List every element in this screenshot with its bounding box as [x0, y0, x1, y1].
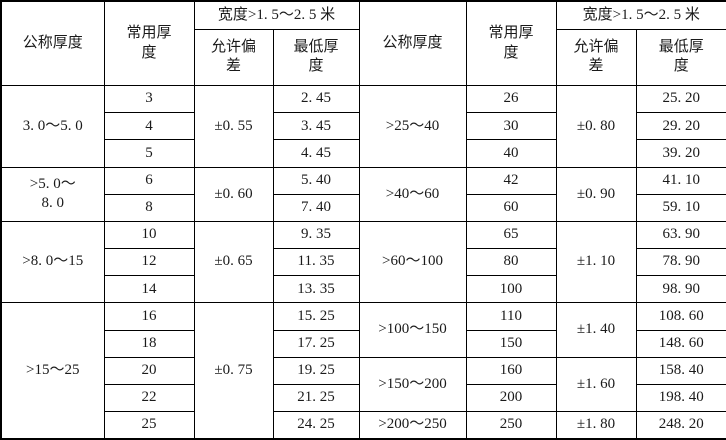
header-common-thickness-right: 常用厚 度	[465, 0, 557, 87]
common-thickness-cell: 14	[103, 275, 195, 304]
common-thickness-cell: 3	[103, 85, 195, 114]
header-width-band-left: 宽度>1. 5～2. 5 米	[193, 0, 360, 30]
table-row: 4 3. 45 30 29. 20	[1, 112, 726, 141]
table-row: 14 13. 35 100 98. 90	[1, 275, 726, 304]
header-nominal-thickness-left: 公称厚度	[0, 0, 105, 87]
common-thickness-cell: 4	[103, 112, 195, 141]
common-thickness-cell: 80	[465, 248, 557, 277]
header-nominal-thickness-right: 公称厚度	[358, 0, 467, 87]
common-thickness-cell: 10	[103, 220, 195, 250]
nominal-range-cell: >150～200	[358, 356, 467, 413]
common-thickness-cell: 26	[465, 85, 557, 114]
min-thickness-cell: 15. 25	[272, 302, 360, 331]
min-thickness-cell: 7. 40	[272, 193, 360, 222]
common-thickness-cell: 150	[465, 329, 557, 358]
min-thickness-cell: 3. 45	[272, 112, 360, 141]
header-common-thickness-left: 常用厚 度	[103, 0, 195, 87]
min-thickness-cell: 41. 10	[635, 166, 726, 195]
min-thickness-cell: 198. 40	[635, 383, 726, 413]
common-thickness-cell: 20	[103, 356, 195, 385]
common-thickness-cell: 60	[465, 193, 557, 222]
header-row-1: 公称厚度 常用厚 度 宽度>1. 5～2. 5 米 公称厚度 常用厚 度 宽度>…	[0, 0, 726, 87]
common-thickness-cell: 65	[465, 220, 557, 250]
min-thickness-cell: 78. 90	[635, 248, 726, 277]
header-allowed-deviation-left: 允许偏 差	[193, 28, 274, 87]
nominal-range-cell: 3. 0～5. 0	[0, 85, 105, 168]
header-min-thickness-left: 最低厚 度	[272, 28, 360, 87]
min-thickness-cell: 4. 45	[272, 139, 360, 168]
header-min-thickness-right: 最低厚 度	[635, 28, 726, 87]
min-thickness-cell: 17. 25	[272, 329, 360, 358]
common-thickness-cell: 5	[103, 139, 195, 168]
common-thickness-cell: 250	[465, 411, 557, 440]
common-thickness-cell: 160	[465, 356, 557, 385]
nominal-range-cell: >8. 0～15	[0, 220, 105, 304]
table-row: 22 21. 25 200 198. 40	[1, 383, 726, 413]
common-thickness-cell: 200	[465, 383, 557, 413]
common-thickness-cell: 6	[103, 166, 195, 195]
common-thickness-cell: 40	[465, 139, 557, 168]
common-thickness-cell: 16	[103, 302, 195, 331]
common-thickness-cell: 22	[103, 383, 195, 413]
nominal-range-cell: >15～25	[0, 302, 105, 440]
table-row: >15～25 16 ±0. 75 15. 25 >100～150 110 ±1.…	[0, 302, 726, 440]
min-thickness-cell: 98. 90	[635, 275, 726, 304]
common-thickness-cell: 100	[465, 275, 557, 304]
common-thickness-cell: 30	[465, 112, 557, 141]
table-row: 8 7. 40 60 59. 10	[1, 193, 726, 222]
min-thickness-cell: 5. 40	[272, 166, 360, 195]
min-thickness-cell: 9. 35	[272, 220, 360, 250]
nominal-range-cell: >100～150	[358, 302, 467, 358]
min-thickness-cell: 158. 40	[635, 356, 726, 385]
nominal-range-cell: >25～40	[358, 85, 467, 168]
min-thickness-cell: 21. 25	[272, 383, 360, 413]
min-thickness-cell: 29. 20	[635, 112, 726, 141]
table-row: >8. 0～15 10 ±0. 65 9. 35 >60～100 65 ±1. …	[0, 220, 726, 304]
common-thickness-cell: 42	[465, 166, 557, 195]
header-width-band-right: 宽度>1. 5～2. 5 米	[555, 0, 726, 30]
common-thickness-cell: 110	[465, 302, 557, 331]
header-row-2: 允许偏 差 最低厚 度 允许偏 差 最低厚 度	[1, 28, 726, 87]
common-thickness-cell: 12	[103, 248, 195, 277]
min-thickness-cell: 148. 60	[635, 329, 726, 358]
deviation-cell: ±1. 10	[555, 220, 637, 304]
common-thickness-cell: 8	[103, 193, 195, 222]
deviation-cell: ±0. 75	[193, 302, 274, 440]
min-thickness-cell: 108. 60	[635, 302, 726, 331]
nominal-range-cell: >40～60	[358, 166, 467, 222]
deviation-cell: ±0. 55	[193, 85, 274, 168]
min-thickness-cell: 19. 25	[272, 356, 360, 385]
min-thickness-cell: 13. 35	[272, 275, 360, 304]
deviation-cell: ±0. 60	[193, 166, 274, 222]
deviation-cell: ±0. 80	[555, 85, 637, 168]
min-thickness-cell: 248. 20	[635, 411, 726, 440]
deviation-cell: ±1. 60	[555, 356, 637, 413]
min-thickness-cell: 24. 25	[272, 411, 360, 440]
min-thickness-cell: 39. 20	[635, 139, 726, 168]
min-thickness-cell: 2. 45	[272, 85, 360, 114]
header-allowed-deviation-right: 允许偏 差	[555, 28, 637, 87]
nominal-range-cell: >200～250	[358, 411, 467, 440]
nominal-range-cell: >60～100	[358, 220, 467, 304]
min-thickness-cell: 25. 20	[635, 85, 726, 114]
min-thickness-cell: 59. 10	[635, 193, 726, 222]
deviation-cell: ±1. 80	[555, 411, 637, 440]
min-thickness-cell: 63. 90	[635, 220, 726, 250]
deviation-cell: ±1. 40	[555, 302, 637, 358]
table-row: 3. 0～5. 0 3 ±0. 55 2. 45 >25～40 26 ±0. 8…	[0, 85, 726, 168]
table-row: >5. 0～ 8. 0 6 ±0. 60 5. 40 >40～60 42 ±0.…	[0, 166, 726, 222]
table-row: 20 19. 25 >150～200 160 ±1. 60 158. 40	[1, 356, 726, 413]
table-row: 25 24. 25 >200～250 250 ±1. 80 248. 20	[1, 411, 726, 440]
common-thickness-cell: 25	[103, 411, 195, 440]
nominal-range-cell: >5. 0～ 8. 0	[0, 166, 105, 222]
deviation-cell: ±0. 65	[193, 220, 274, 304]
min-thickness-cell: 11. 35	[272, 248, 360, 277]
deviation-cell: ±0. 90	[555, 166, 637, 222]
common-thickness-cell: 18	[103, 329, 195, 358]
